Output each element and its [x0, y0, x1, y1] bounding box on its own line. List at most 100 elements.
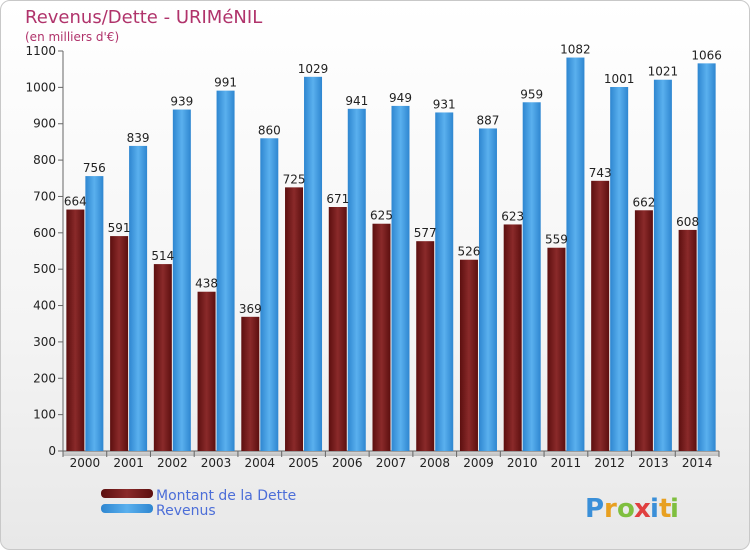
value-label: 1082	[560, 43, 591, 57]
bar-revenus	[347, 108, 366, 452]
value-label: 1021	[648, 65, 679, 79]
x-tick-label: 2001	[113, 456, 144, 470]
bar-revenus	[610, 87, 629, 451]
value-label: 671	[326, 192, 349, 206]
bar-debt	[285, 187, 304, 451]
y-tick-label: 300	[33, 335, 56, 349]
value-label: 931	[433, 97, 456, 111]
bar-revenus	[478, 128, 497, 452]
bar-debt	[197, 291, 216, 451]
x-tick-label: 2011	[551, 456, 582, 470]
bars	[66, 57, 716, 452]
x-tick-label: 2010	[507, 456, 538, 470]
bar-revenus	[260, 138, 279, 452]
y-tick-label: 800	[33, 153, 56, 167]
x-tick-label: 2008	[419, 456, 450, 470]
value-label: 514	[151, 249, 174, 263]
value-label: 623	[501, 209, 524, 223]
legend-swatch-debt	[101, 489, 153, 498]
y-tick-label: 500	[33, 262, 56, 276]
bar-debt	[503, 224, 522, 451]
bar-revenus	[391, 105, 410, 451]
value-label: 939	[170, 95, 193, 109]
bar-debt	[241, 316, 260, 451]
value-label: 959	[520, 87, 543, 101]
logo-letter: r	[604, 494, 617, 524]
x-tick-label: 2003	[201, 456, 232, 470]
value-label: 743	[589, 166, 612, 180]
value-label: 941	[345, 94, 368, 108]
x-tick-label: 2006	[332, 456, 363, 470]
value-label: 860	[258, 123, 281, 137]
y-tick-label: 1100	[25, 44, 56, 58]
bar-revenus	[216, 90, 235, 452]
x-tick-label: 2004	[245, 456, 276, 470]
bar-revenus	[435, 112, 454, 452]
value-label: 526	[458, 245, 481, 259]
value-label: 664	[64, 195, 87, 209]
y-tick-label: 400	[33, 299, 56, 313]
y-tick-label: 900	[33, 117, 56, 131]
bar-debt	[153, 264, 172, 451]
y-tick-label: 700	[33, 189, 56, 203]
axes: 0 100 200 300 400 500 600 700 800 900 1000 1100	[25, 44, 719, 458]
chart-subtitle: (en milliers d'€)	[25, 30, 119, 44]
value-label: 662	[632, 195, 655, 209]
logo-letter: o	[617, 494, 635, 524]
bar-revenus	[566, 57, 585, 451]
value-label: 887	[477, 113, 500, 127]
bar-debt	[678, 229, 697, 451]
logo-letter: t	[659, 494, 671, 524]
x-axis-floor	[63, 451, 719, 456]
value-label: 369	[239, 302, 262, 316]
x-tick-label: 2007	[376, 456, 407, 470]
y-tick-label: 100	[33, 408, 56, 422]
value-label: 1029	[298, 62, 329, 76]
bar-revenus	[129, 145, 148, 451]
value-label: 591	[108, 221, 131, 235]
bar-debt	[634, 210, 653, 451]
legend: Montant de la Dette Revenus	[101, 488, 296, 519]
bar-debt	[328, 207, 347, 451]
value-label: 608	[676, 215, 699, 229]
x-tick-label: 2002	[157, 456, 188, 470]
y-tick-label: 600	[33, 226, 56, 240]
chart-title: Revenus/Dette - URIMéNIL	[25, 7, 262, 28]
logo-letter: P	[585, 494, 604, 524]
bar-revenus	[697, 63, 716, 451]
bar-debt	[110, 236, 129, 451]
bar-revenus	[522, 102, 541, 451]
value-labels: 664 756 591 839 514 939 438 991 369 860 725 1029 671…	[64, 43, 722, 316]
bar-debt	[416, 241, 435, 451]
value-label: 1001	[604, 72, 635, 86]
value-label: 991	[214, 76, 237, 90]
x-tick-label: 2014	[682, 456, 713, 470]
x-tick-label: 2013	[638, 456, 669, 470]
bar-revenus	[85, 176, 104, 451]
x-tick-labels: 2000 2001 2002 2003 2004 2005 2006 2007 2008 2009…	[62, 451, 720, 470]
x-tick-label: 2005	[288, 456, 319, 470]
logo-letter: x	[634, 494, 651, 524]
logo-letter: i	[650, 494, 659, 524]
value-label: 438	[195, 277, 218, 291]
bar-revenus	[172, 109, 191, 451]
x-tick-label: 2000	[70, 456, 101, 470]
bar-debt	[591, 180, 610, 451]
bar-revenus	[653, 79, 672, 452]
value-label: 839	[127, 131, 150, 145]
x-tick-label: 2009	[463, 456, 494, 470]
bar-debt	[372, 223, 391, 451]
bar-revenus	[304, 76, 323, 452]
legend-label-debt: Montant de la Dette	[156, 488, 296, 504]
bar-debt	[66, 209, 85, 451]
value-label: 577	[414, 226, 437, 240]
value-label: 949	[389, 91, 412, 105]
legend-label-revenus: Revenus	[156, 503, 216, 519]
value-label: 559	[545, 233, 568, 247]
value-label: 625	[370, 209, 393, 223]
value-label: 1066	[691, 48, 722, 62]
logo-letter: i	[670, 494, 679, 524]
value-label: 756	[83, 161, 106, 175]
